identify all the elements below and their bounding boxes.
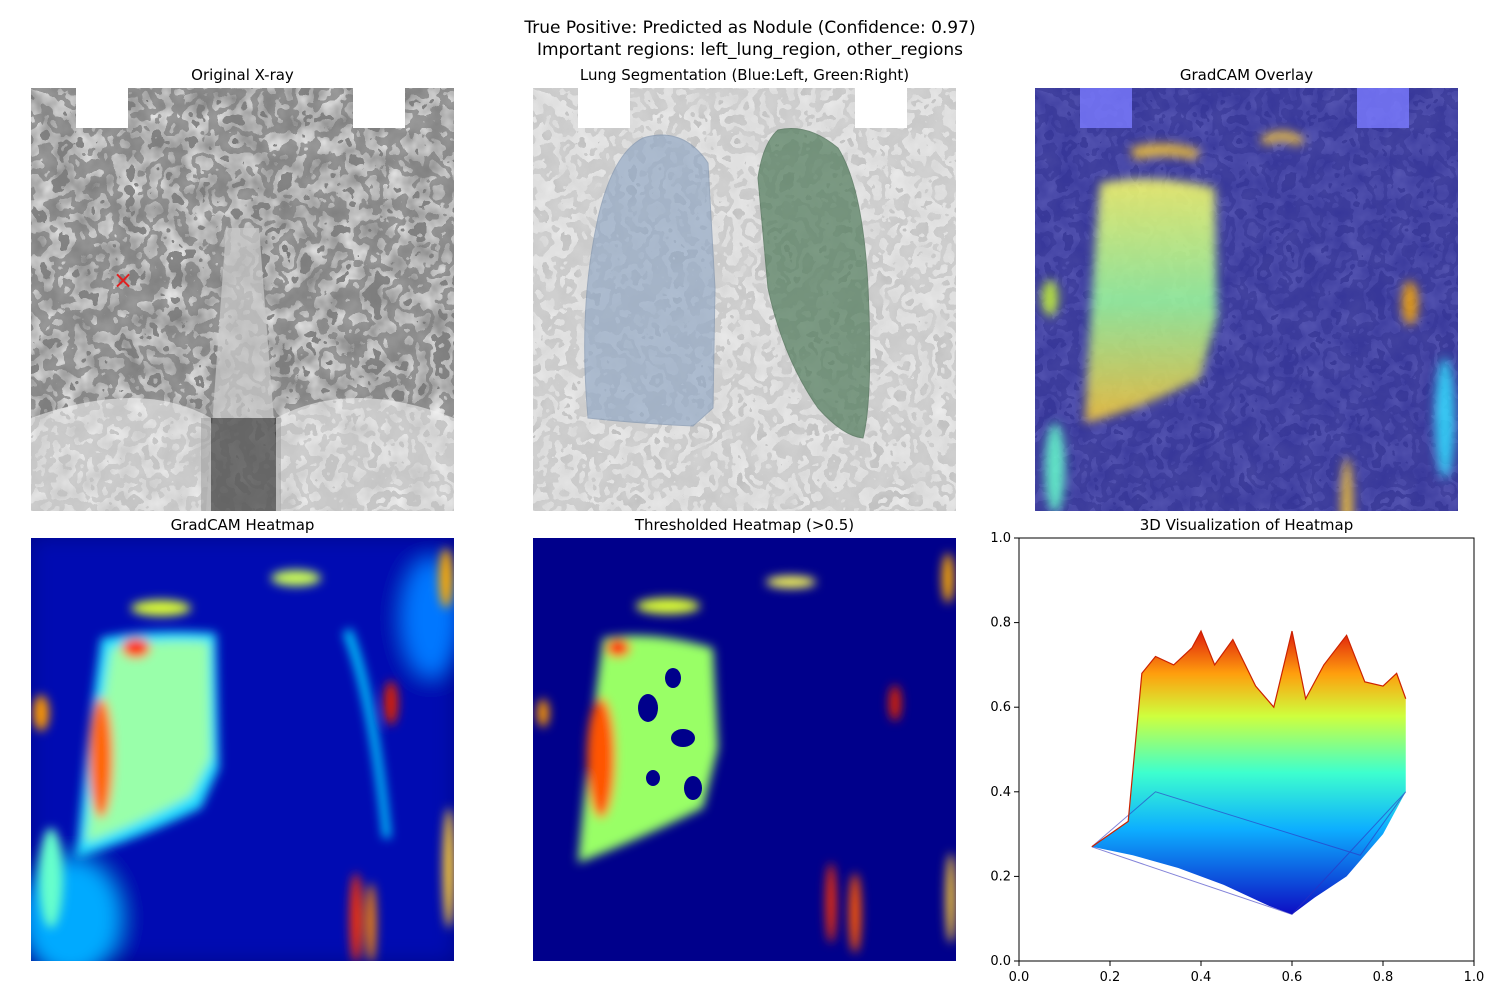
- x-tick-label: 1.0: [1464, 970, 1485, 985]
- surface-base-outline: [1091, 791, 1407, 916]
- y-tick-label: 0.0: [990, 954, 1011, 969]
- lung-segmentation-title: Lung Segmentation (Blue:Left, Green:Righ…: [579, 66, 910, 84]
- y-tick-label: 0.6: [990, 700, 1011, 715]
- thresholded-heatmap-image: [533, 538, 956, 961]
- figure-title-line2: Important regions: left_lung_region, oth…: [536, 40, 963, 60]
- visualization-3d-chart: 0.0 0.2 0.4 0.6 0.8 1.0 0.0 0.2 0.4 0.6 0.8 1.0: [990, 531, 1485, 985]
- original-xray-title: Original X-ray: [191, 66, 294, 84]
- axes-frame: [1018, 537, 1475, 962]
- nodule-marker: ×: [113, 266, 133, 294]
- surface-area: [1091, 631, 1406, 915]
- gradcam-overlay-image: [1035, 88, 1458, 511]
- y-tick-label: 1.0: [990, 531, 1011, 546]
- right-lung-mask: [757, 127, 871, 439]
- left-lung-mask: [584, 134, 716, 427]
- x-tick-label: 0.2: [1100, 970, 1121, 985]
- original-xray-image: ×: [31, 88, 454, 511]
- x-tick-label: 0.4: [1191, 970, 1212, 985]
- x-tick-label: 0.0: [1009, 970, 1030, 985]
- figure-title-line1: True Positive: Predicted as Nodule (Conf…: [524, 18, 976, 38]
- x-axis-ticks: 0.0 0.2 0.4 0.6 0.8 1.0: [1009, 961, 1485, 985]
- lung-segmentation-image: [533, 88, 956, 511]
- x-tick-label: 0.8: [1373, 970, 1394, 985]
- thresholded-heatmap-title: Thresholded Heatmap (>0.5): [634, 516, 855, 534]
- y-tick-label: 0.8: [990, 616, 1011, 631]
- surface-top-edge: [1091, 629, 1407, 848]
- heatmap-surface: [1091, 629, 1407, 916]
- gradcam-heatmap-image: [31, 538, 454, 961]
- gradcam-heatmap-title: GradCAM Heatmap: [170, 516, 315, 534]
- visualization-3d-title: 3D Visualization of Heatmap: [1139, 516, 1354, 534]
- y-axis-ticks: 0.0 0.2 0.4 0.6 0.8 1.0: [990, 531, 1019, 969]
- gradcam-overlay-title: GradCAM Overlay: [1179, 66, 1314, 84]
- x-tick-label: 0.6: [1282, 970, 1303, 985]
- y-tick-label: 0.2: [990, 869, 1011, 884]
- y-tick-label: 0.4: [990, 785, 1011, 800]
